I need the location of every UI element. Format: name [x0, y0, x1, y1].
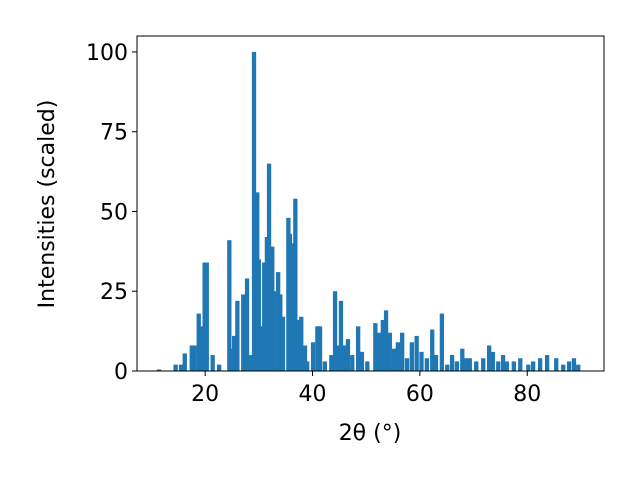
- bar: [258, 326, 264, 371]
- bar: [518, 358, 523, 371]
- bar: [566, 361, 572, 371]
- bar: [481, 358, 486, 371]
- bar: [178, 364, 184, 371]
- bar: [278, 294, 283, 371]
- bar: [439, 313, 445, 371]
- bar: [266, 163, 272, 371]
- bar: [554, 358, 559, 371]
- bar: [387, 332, 392, 371]
- bar: [576, 364, 581, 371]
- bar: [430, 329, 435, 371]
- bar: [526, 364, 531, 371]
- bar: [295, 319, 301, 371]
- bar: [317, 326, 323, 371]
- bar: [289, 243, 295, 371]
- bar: [244, 278, 250, 371]
- bar: [460, 348, 465, 371]
- bar: [356, 326, 361, 371]
- bar: [445, 364, 450, 371]
- bar: [463, 358, 469, 371]
- bar: [342, 345, 347, 371]
- bar: [173, 364, 178, 371]
- x-tick-label: 80: [513, 382, 541, 407]
- bar: [449, 355, 455, 371]
- x-tick-label: 40: [299, 382, 327, 407]
- bar: [395, 342, 401, 371]
- bar: [329, 355, 334, 371]
- bar: [376, 332, 382, 371]
- plot-frame: [136, 35, 605, 372]
- bar: [454, 361, 460, 371]
- y-tick-label: 100: [86, 41, 128, 66]
- bar: [332, 291, 338, 371]
- bar: [530, 361, 536, 371]
- bar: [350, 355, 355, 371]
- bar: [400, 332, 405, 371]
- bar: [373, 323, 378, 371]
- bar: [302, 345, 308, 371]
- bar: [380, 319, 385, 371]
- bar: [299, 316, 304, 371]
- bar: [216, 364, 222, 371]
- bar: [241, 294, 246, 371]
- bar: [424, 358, 430, 371]
- y-tick-label: 25: [100, 280, 128, 305]
- bar: [280, 316, 286, 371]
- bar: [571, 358, 577, 371]
- bar: [511, 361, 516, 371]
- x-tick-label: 20: [191, 382, 219, 407]
- y-tick-label: 75: [100, 121, 128, 146]
- y-tick-label: 0: [114, 360, 128, 385]
- bar: [474, 361, 479, 371]
- bar: [210, 355, 215, 371]
- bar: [359, 351, 365, 371]
- bar: [189, 345, 194, 371]
- bar: [204, 262, 209, 371]
- bar: [383, 310, 389, 371]
- x-tick-label: 60: [406, 382, 434, 407]
- bar: [256, 259, 261, 371]
- bar: [156, 369, 162, 371]
- bar: [235, 300, 240, 371]
- bar: [537, 358, 543, 371]
- bar: [271, 291, 277, 371]
- bar: [262, 262, 267, 371]
- x-axis-label: 2θ (°): [339, 421, 402, 446]
- bar: [490, 351, 496, 371]
- bar: [227, 240, 232, 371]
- bar: [419, 351, 424, 371]
- bar: [496, 361, 501, 371]
- bar: [338, 300, 344, 371]
- bar: [404, 358, 410, 371]
- bar: [182, 353, 187, 371]
- bar: [336, 345, 341, 371]
- bar: [305, 361, 310, 371]
- bar: [544, 355, 550, 371]
- bar: [248, 355, 253, 371]
- bar: [232, 335, 237, 371]
- bar: [504, 361, 509, 371]
- bar: [433, 355, 439, 371]
- bar: [192, 345, 197, 371]
- y-tick-label: 50: [100, 200, 128, 225]
- bar: [315, 326, 320, 371]
- bar: [345, 339, 351, 371]
- bar: [322, 361, 328, 371]
- bar: [293, 198, 298, 371]
- bar: [310, 342, 316, 371]
- bar: [467, 358, 472, 371]
- bar: [414, 335, 419, 371]
- bar: [561, 364, 566, 371]
- bar: [251, 51, 257, 371]
- bar: [196, 313, 201, 371]
- bar: [365, 361, 370, 371]
- bar: [409, 342, 414, 371]
- bar: [500, 355, 506, 371]
- bar: [486, 345, 492, 371]
- y-axis-label: Intensities (scaled): [35, 100, 60, 309]
- bar: [391, 348, 397, 371]
